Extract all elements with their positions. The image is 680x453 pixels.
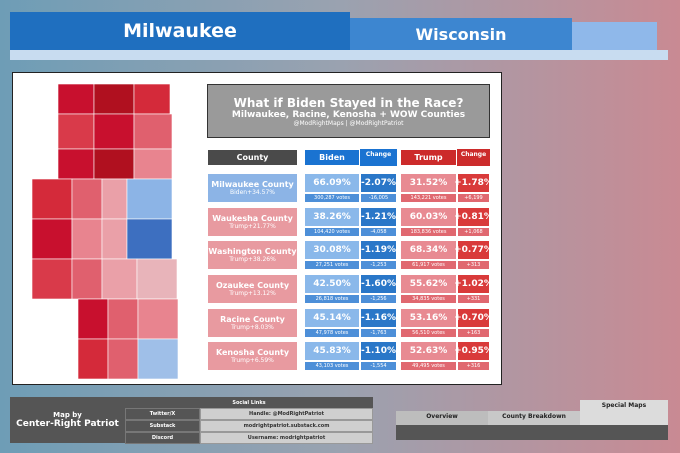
- social-label: Twitter/X: [125, 408, 200, 420]
- trump-change: +0.95%: [454, 341, 493, 361]
- county-margin: Trump+13.12%: [229, 290, 276, 297]
- trump-change: +1.02%: [454, 274, 493, 294]
- trump-votes-change: +316: [457, 361, 490, 371]
- trump-change: +1.78%: [454, 173, 493, 193]
- credit-label: Map by: [53, 411, 82, 419]
- trump-votes: 56,510 votes: [400, 328, 457, 338]
- trump-votes: 49,495 votes: [400, 361, 457, 371]
- panel-subtitle: Milwaukee, Racine, Kenosha + WOW Countie…: [231, 109, 466, 120]
- biden-change: -1.60%: [360, 274, 397, 294]
- biden-pct: 45.14%: [304, 308, 360, 328]
- trump-votes-change: +6,199: [457, 193, 490, 203]
- biden-pct: 38.26%: [304, 207, 360, 227]
- map-shapes: [31, 83, 179, 380]
- trump-votes-change: +1,068: [457, 227, 490, 237]
- tab[interactable]: Overview: [396, 411, 488, 425]
- biden-votes-change: -1,554: [360, 361, 397, 371]
- biden-pct: 30.08%: [304, 240, 360, 260]
- biden-votes: 26,818 votes: [304, 294, 360, 304]
- trump-votes-change: +163: [457, 328, 490, 338]
- county-name: Ozaukee County: [215, 281, 290, 290]
- trump-pct: 52.63%: [400, 341, 457, 361]
- biden-change: -1.16%: [360, 308, 397, 328]
- county-margin: Trump+21.77%: [229, 223, 276, 230]
- county-name: Kenosha County: [215, 348, 290, 357]
- trump-pct: 31.52%: [400, 173, 457, 193]
- trump-change: +0.77%: [454, 240, 493, 260]
- biden-votes-change: -16,005: [360, 193, 397, 203]
- county-name: Waukesha County: [212, 214, 293, 223]
- header-strip: [10, 50, 668, 60]
- county-map: [31, 83, 179, 380]
- header-accent: [572, 22, 657, 50]
- biden-votes: 300,287 votes: [304, 193, 360, 203]
- column-header: County: [207, 149, 298, 166]
- social-value[interactable]: Handle: @ModRightPatriot: [200, 408, 373, 420]
- social-value[interactable]: Username: modrightpatriot: [200, 432, 373, 444]
- trump-votes: 61,917 votes: [400, 260, 457, 270]
- county-cell: Kenosha County Trump+6.59%: [207, 341, 298, 371]
- biden-votes: 43,103 votes: [304, 361, 360, 371]
- trump-pct: 68.34%: [400, 240, 457, 260]
- biden-votes: 27,251 votes: [304, 260, 360, 270]
- trump-votes-change: +313: [457, 260, 490, 270]
- biden-change: -1.10%: [360, 341, 397, 361]
- biden-votes: 47,978 votes: [304, 328, 360, 338]
- trump-change: +0.81%: [454, 207, 493, 227]
- trump-votes: 143,221 votes: [400, 193, 457, 203]
- county-margin: Trump+38.26%: [229, 256, 276, 263]
- county-name: Racine County: [220, 315, 285, 324]
- biden-votes-change: -4,058: [360, 227, 397, 237]
- county-cell: Waukesha County Trump+21.77%: [207, 207, 298, 237]
- county-name: Milwaukee County: [211, 180, 294, 189]
- tab[interactable]: Special Maps: [580, 400, 668, 425]
- county-margin: Trump+6.59%: [231, 357, 274, 364]
- social-title: Social Links: [125, 397, 373, 408]
- tab-bar: [396, 425, 668, 440]
- biden-change: -1.19%: [360, 240, 397, 260]
- biden-votes: 104,420 votes: [304, 227, 360, 237]
- credit-box: Map by Center-Right Patriot: [10, 397, 125, 443]
- column-header: Change: [457, 149, 490, 166]
- trump-change: +0.70%: [454, 308, 493, 328]
- trump-votes: 183,836 votes: [400, 227, 457, 237]
- county-cell: Washington County Trump+38.26%: [207, 240, 298, 270]
- biden-votes-change: -1,763: [360, 328, 397, 338]
- tab[interactable]: County Breakdown: [488, 411, 580, 425]
- trump-pct: 60.03%: [400, 207, 457, 227]
- trump-votes-change: +331: [457, 294, 490, 304]
- trump-pct: 53.16%: [400, 308, 457, 328]
- trump-pct: 55.62%: [400, 274, 457, 294]
- county-margin: Biden+34.57%: [230, 189, 275, 196]
- county-cell: Ozaukee County Trump+13.12%: [207, 274, 298, 304]
- biden-change: -1.21%: [360, 207, 397, 227]
- county-cell: Racine County Trump+8.03%: [207, 308, 298, 338]
- county-margin: Trump+8.03%: [231, 324, 274, 331]
- header-title: Milwaukee: [10, 12, 350, 50]
- panel-title: What if Biden Stayed in the Race?: [233, 95, 464, 110]
- social-value[interactable]: modrightpatriot.substack.com: [200, 420, 373, 432]
- biden-pct: 42.50%: [304, 274, 360, 294]
- biden-votes-change: -1,253: [360, 260, 397, 270]
- social-label: Discord: [125, 432, 200, 444]
- column-header: Change: [360, 149, 397, 166]
- column-header: Biden: [304, 149, 360, 166]
- trump-votes: 34,835 votes: [400, 294, 457, 304]
- header-subtitle: Wisconsin: [350, 18, 572, 50]
- column-header: Trump: [400, 149, 457, 166]
- biden-change: -2.07%: [360, 173, 397, 193]
- county-name: Washington County: [208, 247, 297, 256]
- title-box: What if Biden Stayed in the Race? Milwau…: [207, 84, 490, 138]
- biden-pct: 66.09%: [304, 173, 360, 193]
- social-label: Substack: [125, 420, 200, 432]
- panel-handles: @ModRightMaps | @ModRightPatriot: [293, 119, 404, 127]
- credit-name: Center-Right Patriot: [16, 419, 119, 429]
- county-cell: Milwaukee County Biden+34.57%: [207, 173, 298, 203]
- biden-pct: 45.83%: [304, 341, 360, 361]
- biden-votes-change: -1,256: [360, 294, 397, 304]
